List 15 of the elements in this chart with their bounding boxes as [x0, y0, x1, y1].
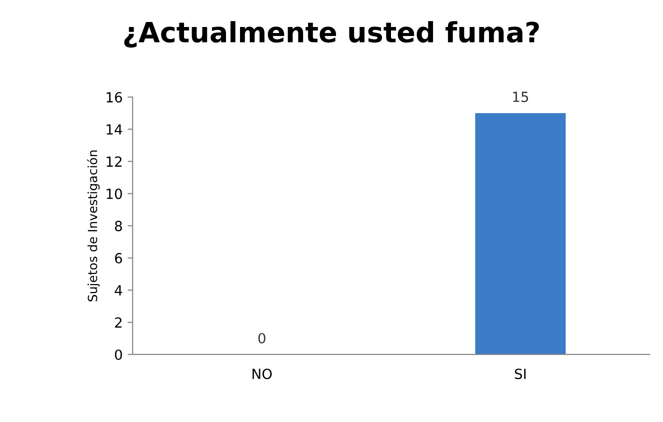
y-tick-label: 4	[114, 285, 122, 296]
y-tick-label: 14	[106, 124, 122, 135]
y-tick-label: 0	[114, 349, 122, 360]
y-tick-label: 8	[114, 220, 122, 232]
x-tick-label: SI	[514, 368, 526, 380]
y-tick-label: 16	[106, 92, 122, 103]
chart-title: ¿Actualmente usted fuma?	[124, 21, 539, 48]
y-tick-label: 6	[115, 252, 122, 264]
data-label: 0	[258, 332, 266, 344]
x-tick-label: NO	[252, 368, 272, 380]
y-tick-label: 12	[106, 156, 122, 167]
y-axis-title: Sujetos de Investigación	[87, 150, 100, 302]
data-label: 15	[513, 92, 528, 102]
y-tick-label: 10	[106, 188, 122, 200]
y-tick-label: 2	[115, 317, 122, 328]
